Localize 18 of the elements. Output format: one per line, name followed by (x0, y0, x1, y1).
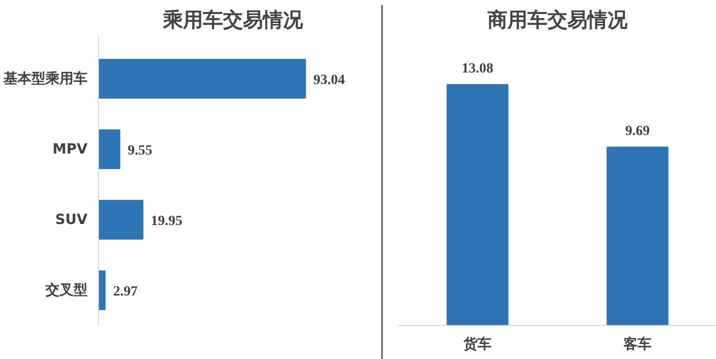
data-label: 9.55 (128, 143, 152, 158)
bar (98, 200, 144, 240)
y-tick-label: MPV (52, 141, 88, 158)
data-label: 93.04 (313, 72, 345, 88)
y-tick-label: 基本型乘用车 (2, 70, 88, 87)
data-label: 13.08 (462, 62, 494, 77)
chart-title: 商用车交易情况 (486, 8, 628, 32)
data-label: 19.95 (150, 214, 182, 229)
y-tick-label: 交叉型 (44, 281, 88, 298)
x-tick-label: 客车 (622, 336, 652, 352)
bar (98, 270, 106, 310)
bar (98, 129, 120, 170)
x-tick-label: 货车 (462, 336, 492, 352)
chart-title: 乘用车交易情况 (162, 8, 304, 32)
data-label: 2.97 (113, 284, 138, 300)
y-tick-label: SUV (55, 212, 88, 228)
data-label: 9.69 (625, 124, 650, 140)
bar (98, 58, 306, 99)
